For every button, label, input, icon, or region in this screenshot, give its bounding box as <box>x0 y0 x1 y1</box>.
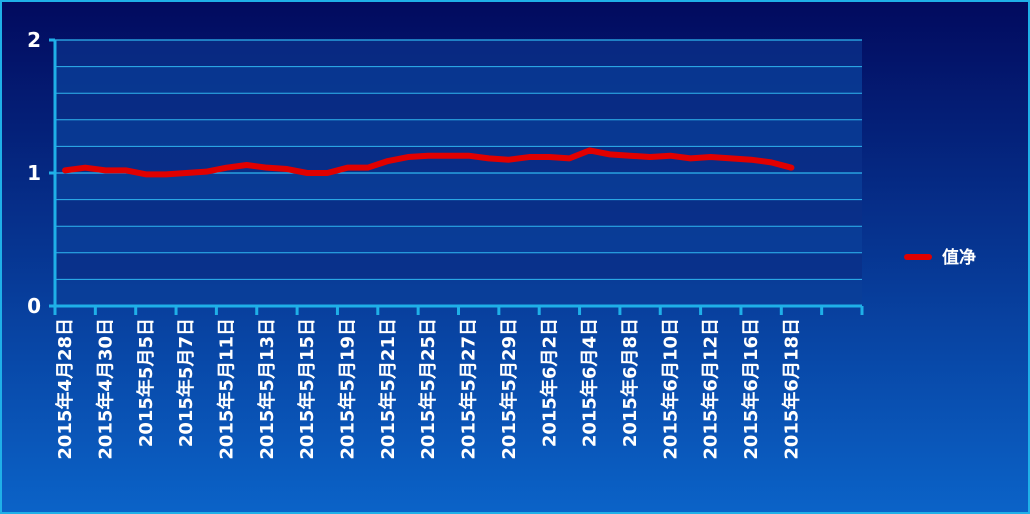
x-tick-label: 2015年6月8日 <box>619 318 641 447</box>
data-line <box>62 147 795 178</box>
x-tick-label: 2015年6月12日 <box>700 318 722 460</box>
y-tick-label: 1 <box>27 161 41 185</box>
x-tick-label: 2015年5月21日 <box>377 318 399 460</box>
grid-band <box>55 93 862 120</box>
x-tick-label: 2015年5月11日 <box>215 318 237 460</box>
x-tick-label: 2015年6月2日 <box>538 318 560 447</box>
x-tick-label: 2015年6月16日 <box>740 318 762 460</box>
x-tick-label: 2015年5月15日 <box>296 318 318 460</box>
x-tick-label: 2015年6月10日 <box>659 318 681 460</box>
x-tick-label: 2015年6月4日 <box>579 318 601 447</box>
grid-band <box>55 199 862 227</box>
grid-band <box>55 66 862 94</box>
x-tick-label: 2015年5月13日 <box>256 318 278 460</box>
grid-band <box>55 279 862 306</box>
x-tick-label: 2015年5月25日 <box>417 318 439 460</box>
x-tick-label: 2015年4月28日 <box>54 318 76 460</box>
x-tick-label: 2015年6月18日 <box>780 318 802 460</box>
grid-band <box>55 119 862 147</box>
x-tick-label: 2015年5月29日 <box>498 318 520 460</box>
x-tick-label: 2015年5月19日 <box>337 318 359 460</box>
x-tick-label: 2015年5月5日 <box>135 318 157 447</box>
legend-label: 值净 <box>942 247 976 268</box>
grid-band <box>55 173 862 200</box>
y-tick-label: 2 <box>27 28 41 52</box>
grid-band <box>55 40 862 67</box>
grid-band <box>55 252 862 280</box>
grid-band <box>55 226 862 253</box>
y-tick-label: 0 <box>27 294 41 318</box>
x-tick-label: 2015年5月7日 <box>175 318 197 447</box>
x-tick-label: 2015年4月30日 <box>94 318 116 460</box>
x-tick-label: 2015年5月27日 <box>458 318 480 460</box>
